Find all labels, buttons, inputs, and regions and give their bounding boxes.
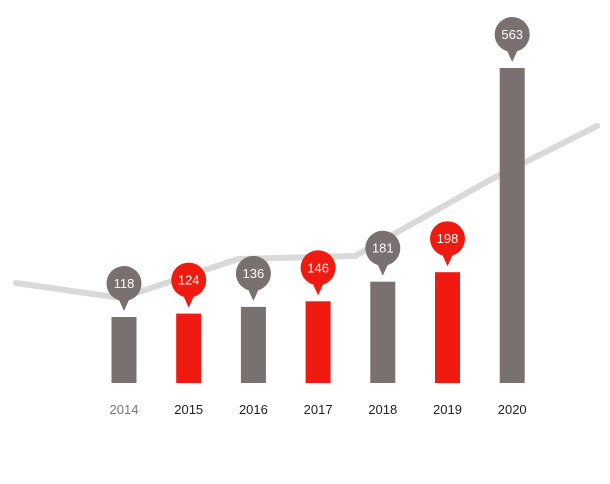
bar-2014 xyxy=(111,317,137,383)
bar-2015 xyxy=(176,313,202,383)
pin-bubble-2020 xyxy=(494,17,530,52)
x-tick-2018: 2018 xyxy=(368,402,397,417)
bar-2017 xyxy=(305,301,331,383)
pin-bubble-2015 xyxy=(171,262,207,298)
pin-bubble-2018 xyxy=(365,230,401,266)
bar-2020 xyxy=(499,68,525,383)
x-tick-2014: 2014 xyxy=(110,402,139,417)
x-tick-2020: 2020 xyxy=(498,402,527,417)
pin-bubble-2014 xyxy=(106,266,142,301)
pin-pointer-2015 xyxy=(183,296,194,308)
pin-pointer-2019 xyxy=(442,255,453,267)
pin-bubble-2017 xyxy=(300,250,336,286)
x-axis-ticks-group: 2014 2015 2016 2017 2018 2019 2020 xyxy=(110,402,527,417)
x-tick-2019: 2019 xyxy=(433,402,462,417)
data-label-2019: 198 xyxy=(437,231,459,246)
pin-bubble-2019 xyxy=(430,221,465,257)
data-label-2020: 563 xyxy=(501,27,523,42)
data-label-2015: 124 xyxy=(178,273,200,288)
bar-2018 xyxy=(370,281,396,383)
pin-pointer-2016 xyxy=(248,289,259,301)
bar-2016 xyxy=(240,306,266,383)
data-label-2014: 118 xyxy=(114,276,135,291)
pin-pointer-2014 xyxy=(119,299,129,311)
data-label-pins-group: 118 124 136 146 181 198 563 xyxy=(106,17,530,311)
bar-2019 xyxy=(435,272,460,383)
pin-pointer-2020 xyxy=(507,51,518,62)
x-tick-2015: 2015 xyxy=(174,402,203,417)
x-tick-2016: 2016 xyxy=(239,402,268,417)
data-label-2016: 136 xyxy=(243,266,265,281)
pin-bubble-2016 xyxy=(235,255,271,291)
data-label-2017: 146 xyxy=(307,260,329,275)
x-tick-2017: 2017 xyxy=(304,402,333,417)
bars-group xyxy=(111,68,525,383)
pin-pointer-2017 xyxy=(313,284,324,296)
data-label-2018: 181 xyxy=(372,241,394,256)
pin-pointer-2018 xyxy=(377,264,388,276)
